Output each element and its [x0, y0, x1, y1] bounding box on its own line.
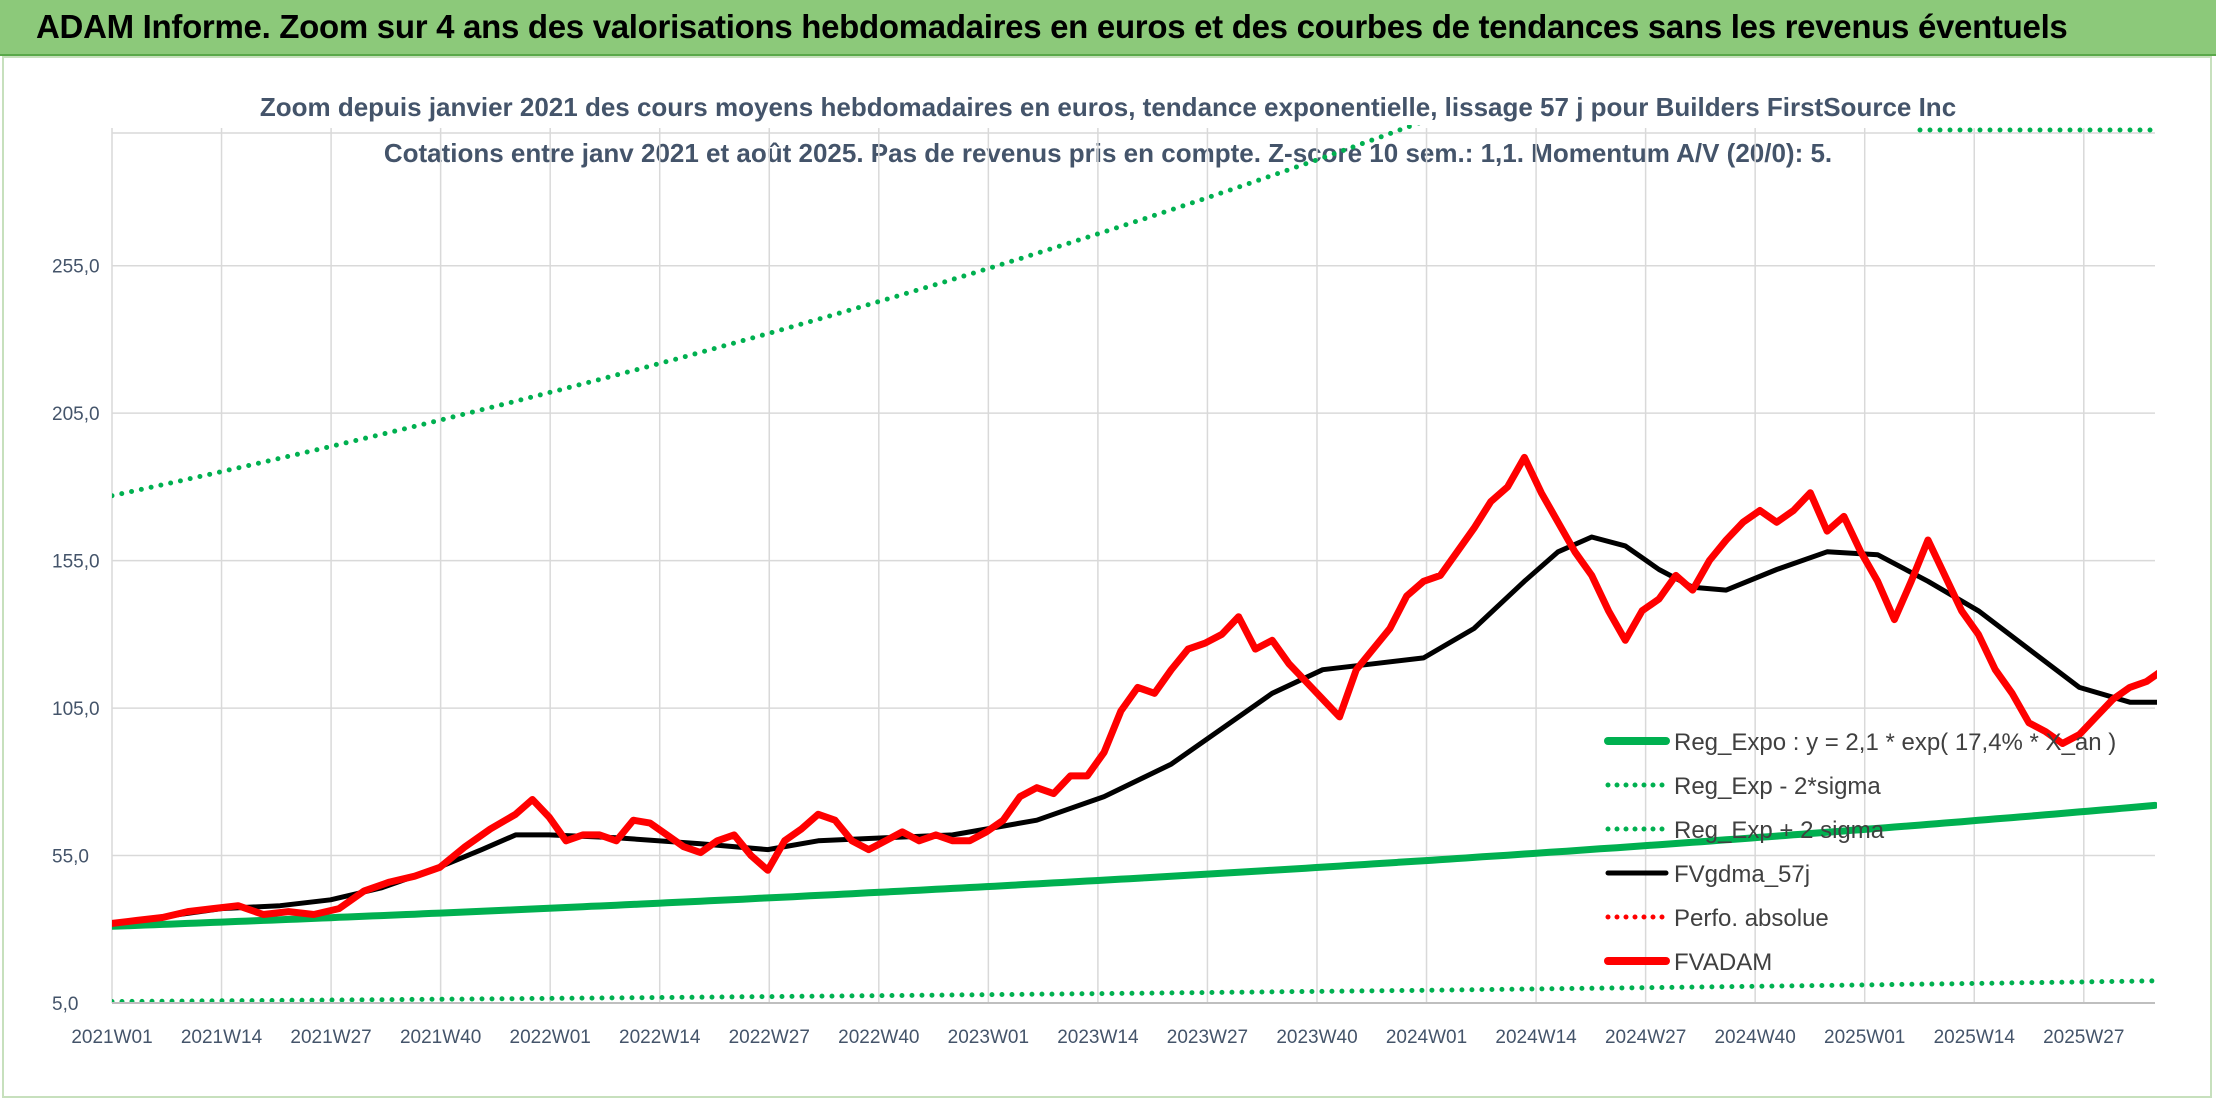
x-tick-label: 2023W01 [948, 1027, 1029, 1048]
y-tick-label: 155,0 [52, 552, 100, 573]
x-tick-label: 2023W27 [1167, 1027, 1248, 1048]
series-line [112, 801, 2157, 930]
x-tick-label: 2023W14 [1057, 1027, 1139, 1048]
x-tick-label: 2022W40 [838, 1027, 919, 1048]
chart-frame [2, 56, 2212, 1098]
x-tick-label: 2024W14 [1495, 1027, 1577, 1048]
y-tick-label: 55,0 [52, 847, 89, 868]
chart-subtitle-2: Cotations entre janv 2021 et août 2025. … [384, 138, 1832, 168]
legend-label: Perfo. absolue [1674, 905, 1829, 932]
y-tick-label: 105,0 [52, 699, 100, 720]
chart-legend: Reg_Expo : y = 2,1 * exp( 17,4% * X_an )… [1604, 729, 2116, 976]
series-line [112, 978, 2157, 1004]
chart-series [112, 125, 2157, 1004]
y-tick-label: 255,0 [52, 257, 100, 278]
x-tick-label: 2023W40 [1276, 1027, 1357, 1048]
x-tick-label: 2021W27 [290, 1027, 371, 1048]
x-tick-label: 2024W27 [1605, 1027, 1686, 1048]
x-tick-label: 2022W01 [510, 1027, 591, 1048]
x-tick-label: 2022W27 [729, 1027, 810, 1048]
chart-axes: 5,0 55,0 105,0 155,0 205,0 255,0 2021W01 2021W1… [52, 257, 2155, 1048]
legend-label: FVADAM [1674, 949, 1772, 976]
x-tick-label: 2025W14 [1934, 1027, 2016, 1048]
chart-subtitle-1: Zoom depuis janvier 2021 des cours moyen… [260, 92, 1956, 122]
x-tick-label: 2024W40 [1714, 1027, 1795, 1048]
x-tick-label: 2021W40 [400, 1027, 481, 1048]
legend-label: Reg_Exp + 2 sigma [1674, 817, 1885, 844]
y-tick-label: 205,0 [52, 404, 100, 425]
legend-label: Reg_Exp - 2*sigma [1674, 773, 1881, 800]
x-tick-label: 2021W14 [181, 1027, 263, 1048]
x-tick-label: 2025W01 [1824, 1027, 1905, 1048]
y-tick-label: 5,0 [52, 994, 78, 1015]
report-title: ADAM Informe. Zoom sur 4 ans des valoris… [36, 8, 2068, 45]
x-tick-label: 2024W01 [1386, 1027, 1467, 1048]
x-tick-label: 2025W27 [2043, 1027, 2124, 1048]
x-tick-label: 2022W14 [619, 1027, 701, 1048]
chart-grid [111, 128, 2155, 1003]
x-tick-label: 2021W01 [71, 1027, 152, 1048]
series-line [112, 534, 2157, 926]
series-line [112, 125, 1421, 499]
series-line [112, 453, 2157, 927]
report-banner: ADAM Informe. Zoom sur 4 ans des valoris… [0, 0, 2216, 56]
legend-label: FVgdma_57j [1674, 861, 1810, 888]
legend-label: Reg_Expo : y = 2,1 * exp( 17,4% * X_an ) [1674, 729, 2116, 756]
